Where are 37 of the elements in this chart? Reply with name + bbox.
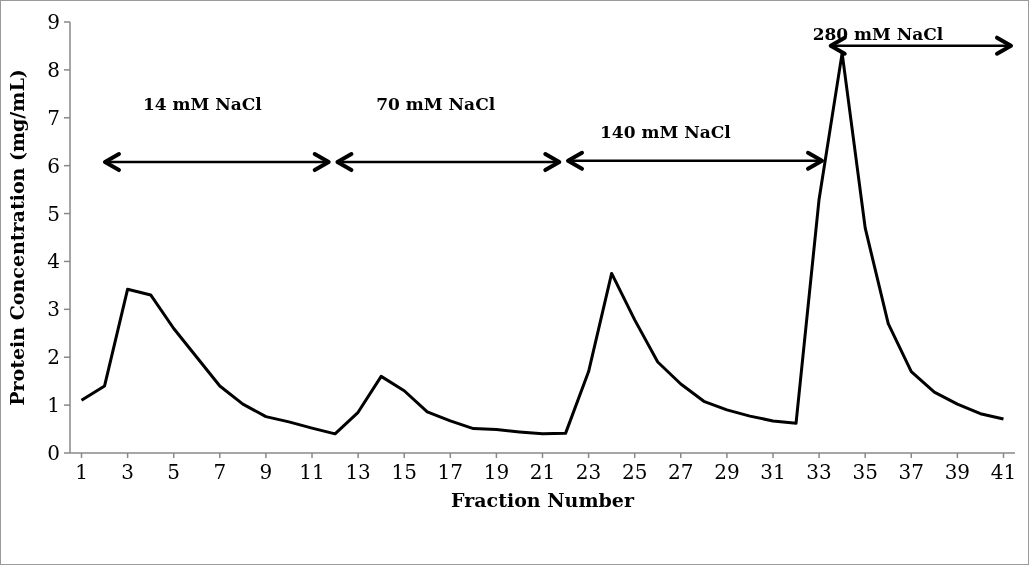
x-tick-label: 5 xyxy=(167,460,181,484)
x-tick-label: 1 xyxy=(75,460,88,484)
x-tick-label: 33 xyxy=(806,460,832,484)
annotation: 14 mM NaCl xyxy=(142,93,263,114)
x-tick-label: 37 xyxy=(898,460,925,484)
y-tick-label: 3 xyxy=(47,297,60,322)
x-tick-label: 21 xyxy=(529,460,556,484)
x-tick-label: 39 xyxy=(944,460,971,484)
x-axis-title: Fraction Number xyxy=(451,489,635,511)
x-tick-label: 27 xyxy=(668,460,694,484)
y-tick-label: 7 xyxy=(47,105,60,130)
line-series xyxy=(80,51,1005,436)
y-tick-label: 5 xyxy=(47,201,60,226)
y-tick-label: 4 xyxy=(47,249,60,274)
x-tick-label: 35 xyxy=(852,460,878,484)
y-tick-label: 0 xyxy=(47,441,60,465)
annotation: 140 mM NaCl xyxy=(600,121,732,142)
y-tick-label: 9 xyxy=(47,10,60,34)
x-tick-label: 7 xyxy=(213,460,227,484)
x-tick-label: 19 xyxy=(483,460,510,484)
x-tick-label: 29 xyxy=(714,460,740,484)
x-tick-label: 13 xyxy=(345,460,371,484)
x-tick-label: 9 xyxy=(259,460,273,484)
y-tick-label: 2 xyxy=(47,345,60,370)
y-axis-title: Protein Concentration (mg/mL) xyxy=(6,69,28,406)
y-tick-label: 1 xyxy=(47,393,60,418)
y-tick-label: 8 xyxy=(47,57,60,82)
x-tick-label: 23 xyxy=(575,460,602,484)
y-tick-label: 6 xyxy=(47,153,60,178)
x-tick-label: 31 xyxy=(760,460,786,484)
annotation: 70 mM NaCl xyxy=(376,93,496,114)
x-tick-label: 11 xyxy=(299,460,325,484)
x-tick-label: 25 xyxy=(621,460,648,484)
x-tick-label: 41 xyxy=(990,460,1017,484)
x-tick-label: 17 xyxy=(437,460,464,484)
x-tick-label: 15 xyxy=(391,460,417,484)
x-tick-label: 3 xyxy=(121,460,134,484)
